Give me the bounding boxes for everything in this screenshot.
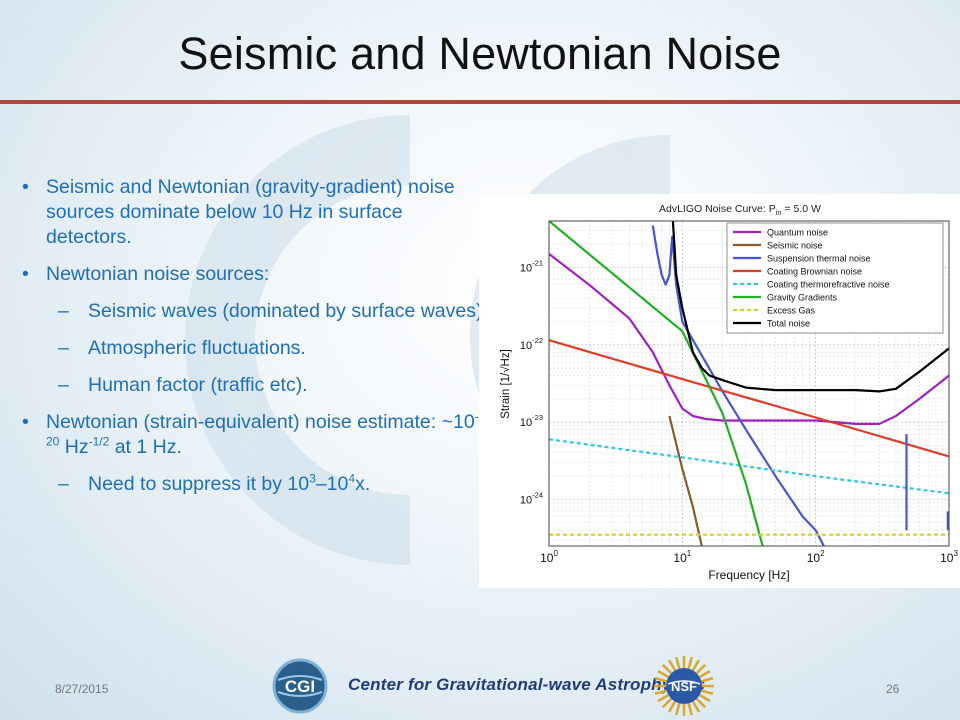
x-tick-label: 103	[940, 549, 958, 565]
page-number: 26	[886, 682, 900, 696]
dash-glyph: –	[58, 300, 69, 322]
cgwa-logo-text: CGI	[285, 677, 315, 696]
exponent: 4	[348, 471, 356, 486]
bullet-glyph: •	[22, 411, 29, 433]
bullet-text-b: Hz	[59, 436, 89, 458]
series-quantum-noise	[549, 253, 949, 425]
chart-title: AdvLIGO Noise Curve: Pin = 5.0 W	[659, 203, 821, 217]
legend-label-quantum-noise: Quantum noise	[767, 228, 828, 238]
chart-legend: Quantum noise Seismic noise Suspension the…	[726, 222, 944, 334]
nsf-logo-text: NSF	[671, 679, 697, 694]
nsf-logo-ray	[698, 693, 711, 703]
y-axis-label: Strain [1/√Hz]	[499, 349, 512, 419]
bullet-list: • Seismic and Newtonian (gravity-gradien…	[22, 175, 492, 509]
sub-bullet-text: Human factor (traffic etc).	[88, 374, 308, 396]
plot-frame	[548, 220, 950, 547]
nsf-logo: NSF	[654, 656, 714, 716]
bullet-item: • Newtonian noise sources:	[22, 262, 492, 287]
sub-bullet-text: Atmospheric fluctuations.	[88, 337, 306, 359]
nsf-logo-ray	[675, 656, 681, 669]
bullet-item: • Seismic and Newtonian (gravity-gradien…	[22, 175, 492, 250]
dash-glyph: –	[58, 337, 69, 359]
nsf-logo-ray	[667, 700, 677, 713]
x-tick-label: 102	[807, 549, 825, 565]
y-tick-label: 10-24	[520, 490, 543, 506]
bullet-glyph: •	[22, 263, 29, 285]
x-axis-label: Frequency [Hz]	[708, 568, 789, 582]
bullet-text: Newtonian noise sources:	[46, 263, 270, 285]
bullet-glyph: •	[22, 176, 29, 198]
exponent: 3	[309, 471, 316, 486]
x-tick-label: 101	[673, 549, 691, 565]
nsf-logo-ray	[657, 693, 670, 703]
bullet-text-c: at 1 Hz.	[109, 436, 182, 458]
series-suspension-thermal-noise	[651, 225, 825, 546]
series-gravity-gradients	[549, 221, 764, 546]
nsf-logo-ray	[695, 697, 707, 709]
nsf-logo-ray	[654, 677, 667, 683]
legend-label-coating-thermorefractive-noise: Coating thermorefractive noise	[767, 280, 890, 290]
sub-bullet-item: – Human factor (traffic etc).	[22, 373, 492, 398]
sub-bullet-text: Seismic waves (dominated by surface wave…	[88, 300, 488, 322]
sub-bullet-text-c: x.	[355, 473, 371, 495]
center-name: Center for Gravitational-wave Astrophysi…	[348, 675, 706, 694]
nsf-logo-ray	[657, 669, 670, 679]
series-coating-brownian-noise	[549, 339, 949, 458]
series-seismic-noise	[668, 415, 703, 546]
y-tick-label: 10-23	[520, 413, 543, 429]
y-tick-label: 10-21	[520, 259, 543, 275]
nsf-logo-ray	[667, 659, 677, 672]
nsf-logo-ray	[691, 659, 701, 672]
bullet-text: Seismic and Newtonian (gravity-gradient)…	[46, 176, 455, 248]
sub-bullet-text-b: –10	[315, 473, 349, 495]
sub-bullet-item: – Need to suppress it by 103–104x.	[22, 472, 492, 497]
nsf-logo-ray	[661, 697, 673, 709]
exponent: -1/2	[88, 434, 110, 449]
nsf-logo-ray	[695, 663, 707, 675]
legend-frame	[726, 222, 944, 334]
nsf-logo-ray	[687, 656, 693, 669]
nsf-logo-ray	[701, 689, 714, 695]
y-tick-labels: 10-24 10-23 10-22 10-21	[520, 259, 543, 507]
sub-bullet-item: – Seismic waves (dominated by surface wa…	[22, 299, 492, 324]
cgwa-globe-logo: CGI	[272, 658, 328, 714]
footer-date: 8/27/2015	[55, 682, 109, 696]
nsf-logo-ray	[698, 669, 711, 679]
sub-bullet-item: – Atmospheric fluctuations.	[22, 336, 492, 361]
nsf-logo-ray	[661, 663, 673, 675]
slide-title: Seismic and Newtonian Noise	[178, 28, 782, 79]
nsf-logo-ray	[675, 703, 681, 716]
title-underline	[0, 100, 960, 104]
legend-label-excess-gas: Excess Gas	[767, 306, 816, 316]
plot-curves	[549, 221, 949, 546]
noise-curve-chart-box: AdvLIGO Noise Curve: Pin = 5.0 W 100 101 1…	[479, 194, 960, 588]
series-coating-thermorefractive-noise	[549, 438, 949, 495]
legend-label-total-noise: Total noise	[767, 319, 810, 329]
noise-curve-chart: AdvLIGO Noise Curve: Pin = 5.0 W 100 101 1…	[499, 203, 958, 582]
series-total-noise	[671, 221, 949, 393]
nsf-logo-ray	[691, 700, 701, 713]
dash-glyph: –	[58, 473, 69, 495]
x-tick-labels: 100 101 102 103	[540, 549, 958, 565]
y-tick-label: 10-22	[520, 336, 543, 352]
x-tick-label: 100	[540, 549, 558, 565]
nsf-logo-ray	[701, 677, 714, 683]
exponent: -20	[46, 409, 479, 449]
dash-glyph: –	[58, 374, 69, 396]
legend-label-suspension-thermal-noise: Suspension thermal noise	[767, 254, 871, 264]
bullet-item: • Newtonian (strain-equivalent) noise es…	[22, 410, 492, 460]
nsf-logo-ray	[687, 703, 693, 716]
legend-label-gravity-gradients: Gravity Gradients	[767, 293, 838, 303]
legend-label-coating-brownian-noise: Coating Brownian noise	[767, 267, 862, 277]
legend-label-seismic-noise: Seismic noise	[767, 241, 823, 251]
sub-bullet-text-a: Need to suppress it by 10	[88, 473, 310, 495]
nsf-logo-ray	[654, 689, 667, 695]
bullet-text-a: Newtonian (strain-equivalent) noise esti…	[46, 411, 475, 433]
